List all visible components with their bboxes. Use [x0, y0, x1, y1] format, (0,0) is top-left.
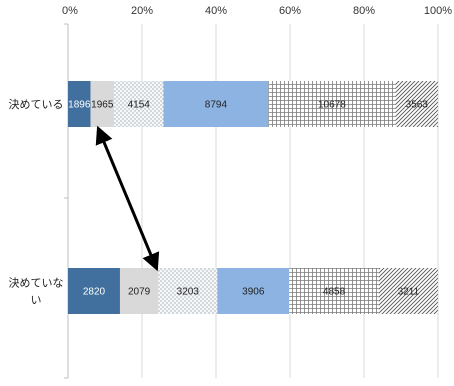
x-tick-label: 80% — [353, 5, 375, 17]
x-tick-label: 40% — [205, 5, 227, 17]
data-label: 10678 — [318, 100, 346, 111]
bar-segment — [289, 268, 379, 314]
data-label: 1965 — [91, 100, 114, 111]
x-tick-label: 100% — [424, 5, 452, 17]
x-tick-label: 20% — [131, 5, 153, 17]
x-tick-label: 60% — [279, 5, 301, 17]
data-label: 4858 — [323, 287, 346, 298]
category-label: 決めている — [9, 98, 64, 111]
bar-segment — [395, 81, 438, 127]
data-label: 4154 — [128, 100, 151, 111]
category-label: い — [31, 295, 42, 307]
comparison-arrow — [95, 125, 160, 272]
data-label: 3211 — [398, 287, 420, 298]
data-label: 2820 — [83, 287, 106, 298]
data-label: 1896 — [68, 100, 91, 111]
x-tick-label: 0% — [62, 5, 78, 17]
bar-segment — [68, 268, 120, 314]
data-label: 3906 — [242, 287, 265, 298]
bar-segment — [158, 268, 218, 314]
data-label: 3203 — [177, 287, 200, 298]
data-label: 3563 — [406, 100, 429, 111]
bar-segment — [90, 81, 115, 127]
data-label: 2079 — [128, 287, 151, 298]
bar-segment — [378, 268, 438, 314]
data-label: 8794 — [205, 100, 228, 111]
bar-segment — [119, 268, 159, 314]
category-label: 決めていな — [9, 277, 64, 290]
bar-segment — [268, 81, 396, 127]
bar-segment — [217, 268, 290, 314]
bar-segment — [68, 81, 91, 127]
bar-segment — [163, 81, 269, 127]
bar-segment — [114, 81, 164, 127]
